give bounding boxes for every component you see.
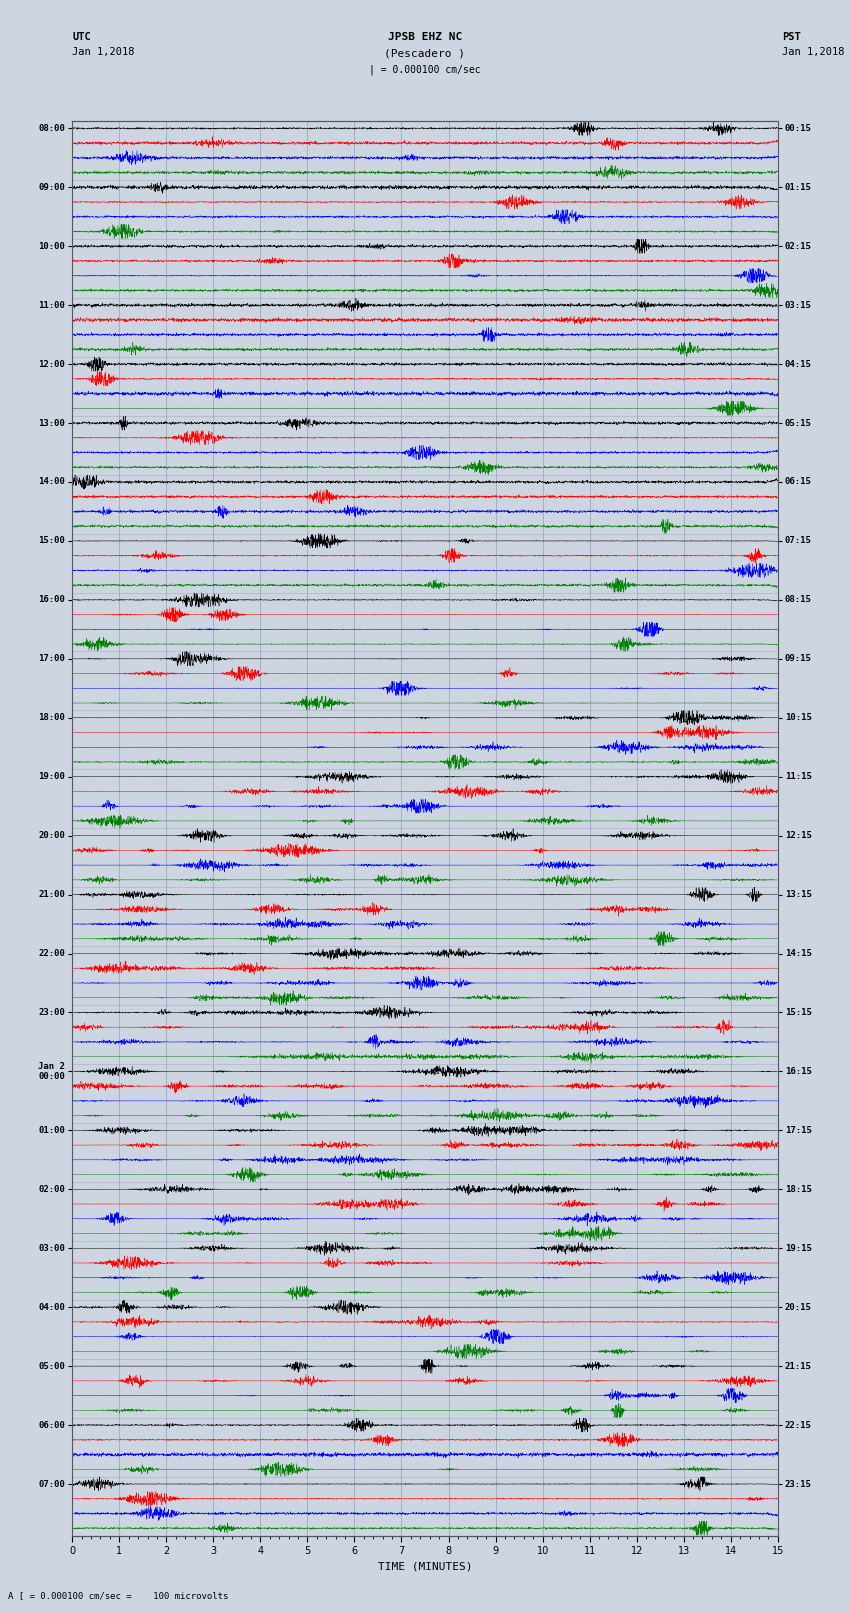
Text: Jan 1,2018: Jan 1,2018: [72, 47, 135, 56]
Text: | = 0.000100 cm/sec: | = 0.000100 cm/sec: [369, 65, 481, 76]
X-axis label: TIME (MINUTES): TIME (MINUTES): [377, 1561, 473, 1571]
Text: Jan 1,2018: Jan 1,2018: [782, 47, 845, 56]
Text: JPSB EHZ NC: JPSB EHZ NC: [388, 32, 462, 42]
Text: UTC: UTC: [72, 32, 91, 42]
Text: (Pescadero ): (Pescadero ): [384, 48, 466, 58]
Text: A [ = 0.000100 cm/sec =    100 microvolts: A [ = 0.000100 cm/sec = 100 microvolts: [8, 1590, 229, 1600]
Text: PST: PST: [782, 32, 801, 42]
